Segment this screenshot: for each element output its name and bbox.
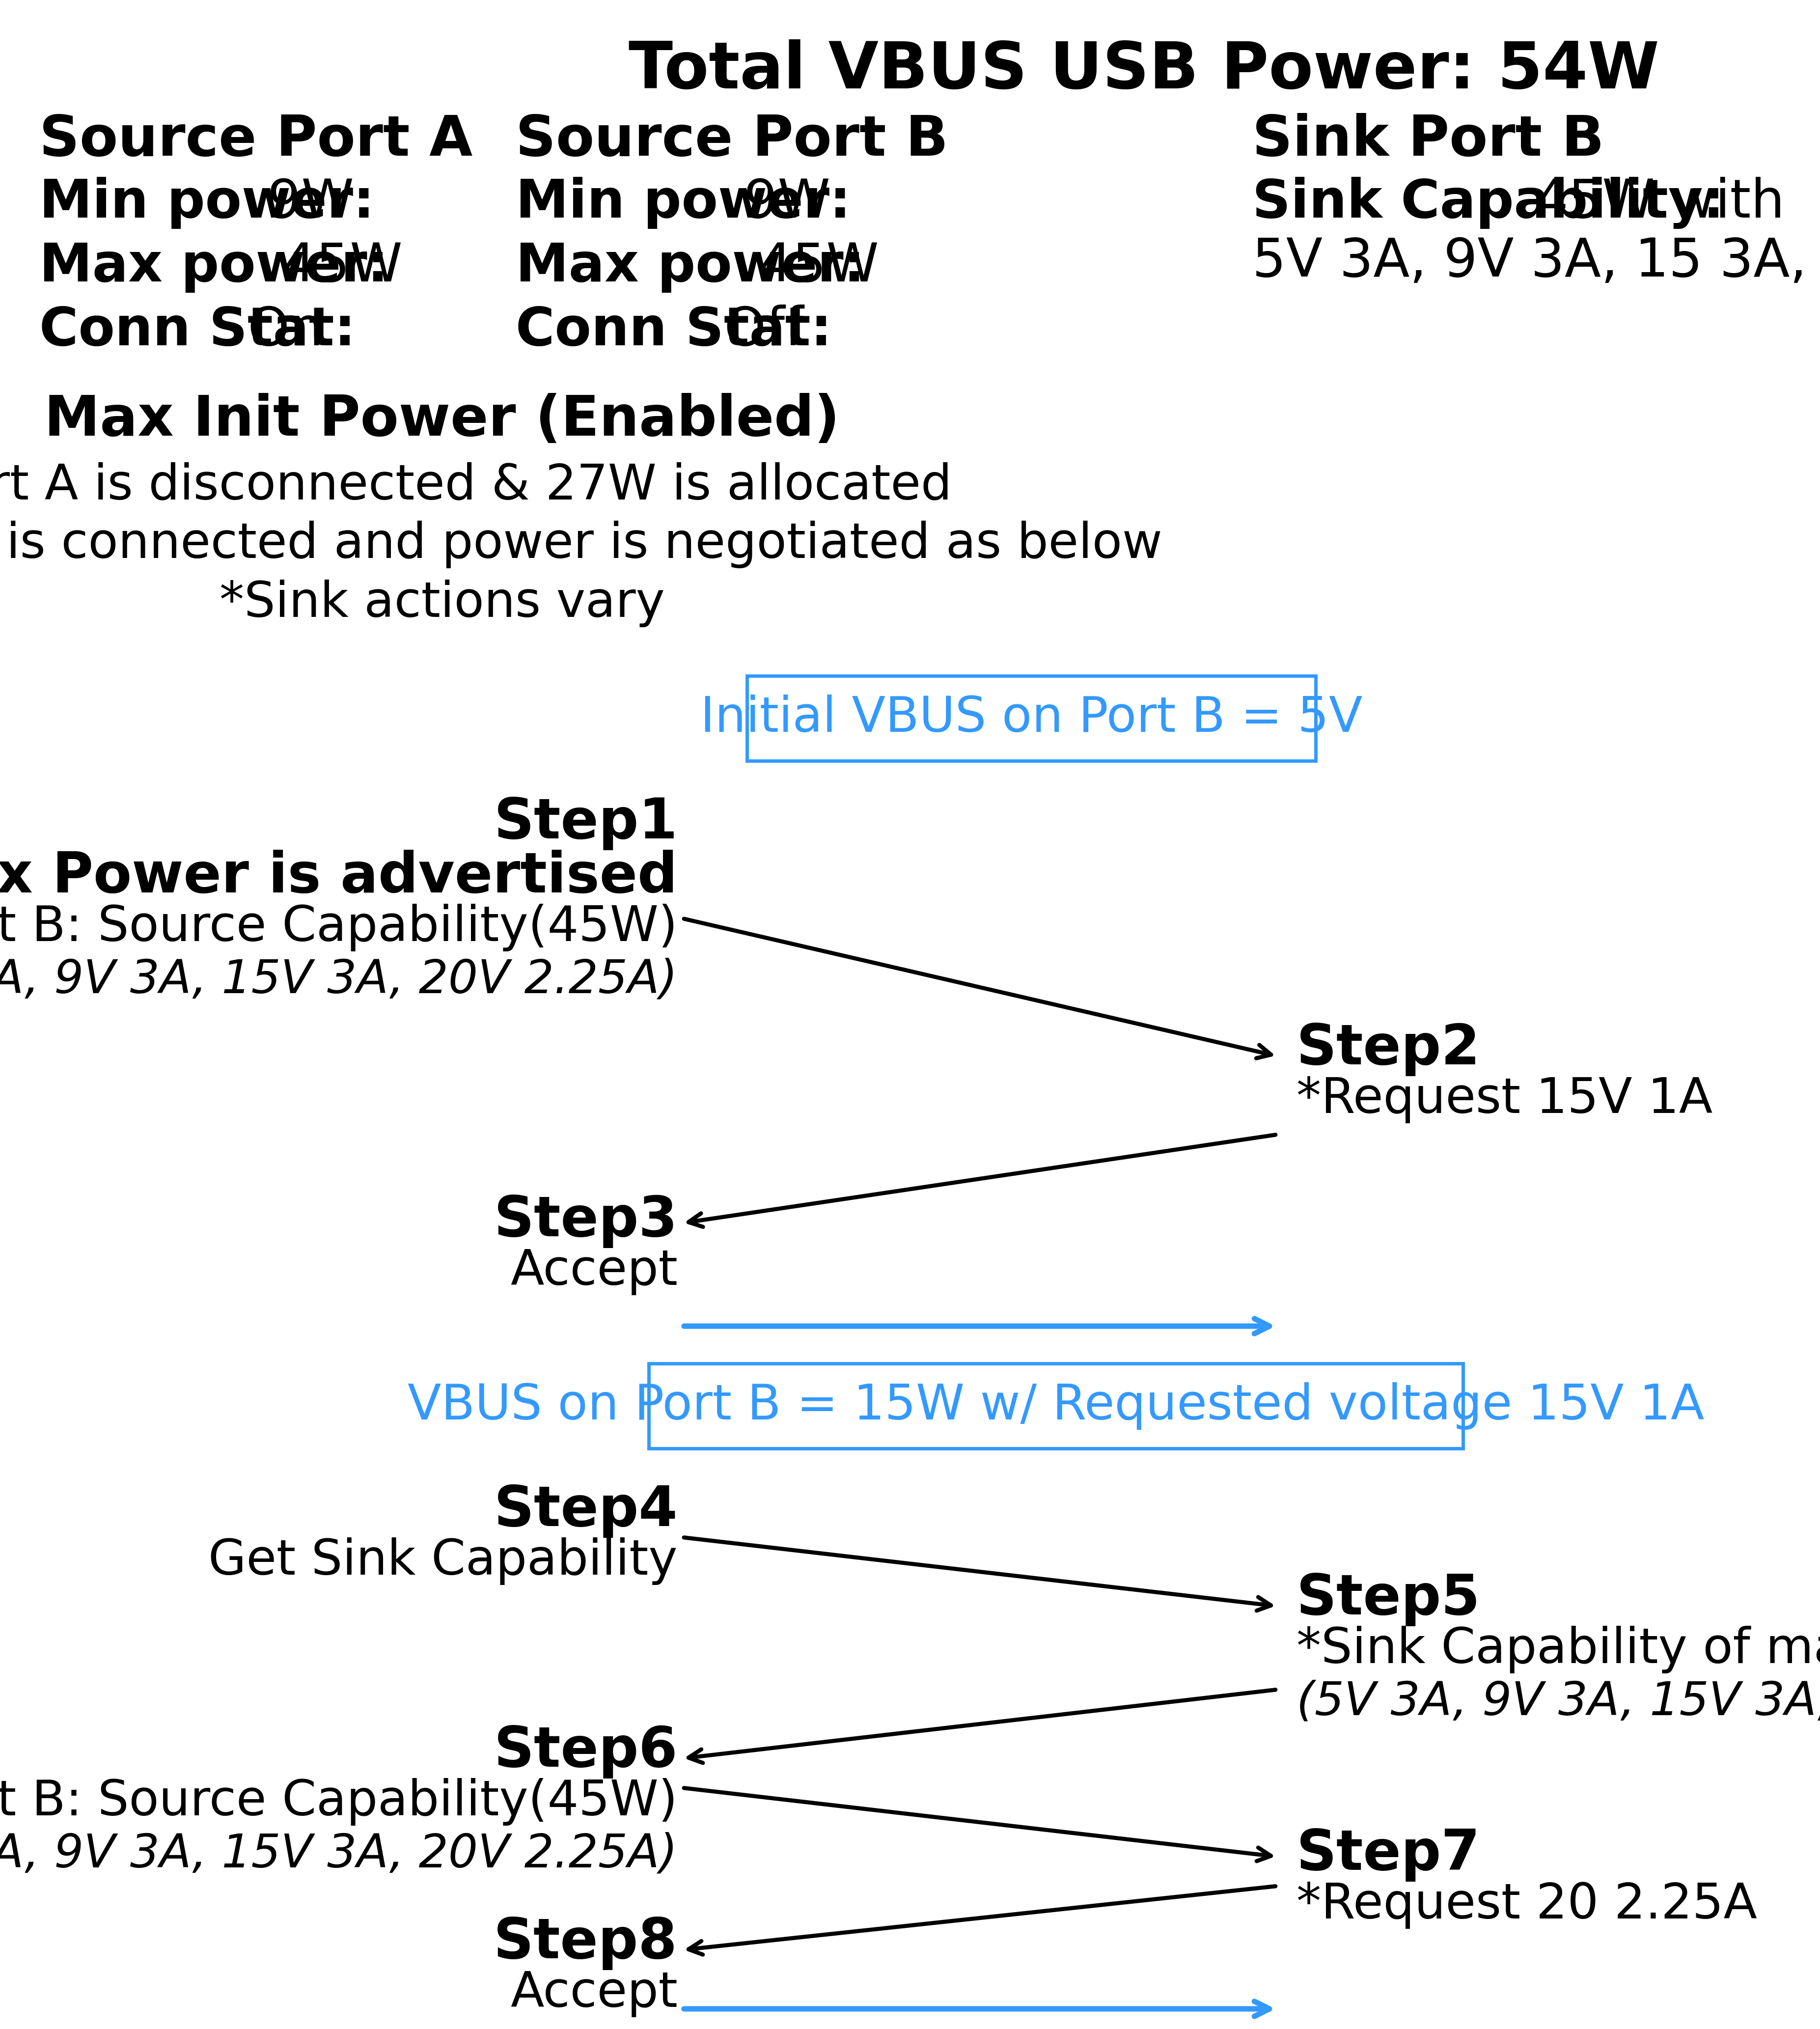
Text: *Sink Capability of max 45W: *Sink Capability of max 45W — [1296, 1625, 1820, 1674]
Text: *Request 15V 1A: *Request 15V 1A — [1296, 1075, 1713, 1124]
Text: Max Init Power (Enabled): Max Init Power (Enabled) — [44, 394, 839, 448]
Text: Initial VBUS on Port B = 5V: Initial VBUS on Port B = 5V — [701, 694, 1363, 743]
FancyBboxPatch shape — [648, 1363, 1463, 1449]
Text: Port Max Power is advertised: Port Max Power is advertised — [0, 850, 677, 905]
Text: Step3: Step3 — [493, 1193, 677, 1248]
FancyBboxPatch shape — [746, 676, 1316, 761]
Text: Total VBUS USB Power: 54W: Total VBUS USB Power: 54W — [628, 39, 1660, 101]
Text: Port B: Source Capability(45W): Port B: Source Capability(45W) — [0, 1777, 677, 1826]
Text: Max power:: Max power: — [40, 241, 388, 292]
Text: Accept: Accept — [510, 1248, 677, 1295]
Text: 5V 3A, 9V 3A, 15 3A, 20V 2.25A: 5V 3A, 9V 3A, 15 3A, 20V 2.25A — [1252, 235, 1820, 288]
Text: Sink Port B: Sink Port B — [1252, 114, 1603, 168]
Text: VBUS on Port B = 15W w/ Requested voltage 15V 1A: VBUS on Port B = 15W w/ Requested voltag… — [408, 1382, 1704, 1430]
Text: Step2: Step2 — [1296, 1023, 1480, 1075]
Text: Source Port A: Source Port A — [40, 114, 473, 168]
Text: Port A is disconnected & 27W is allocated: Port A is disconnected & 27W is allocate… — [0, 463, 952, 509]
Text: Now Port B is connected and power is negotiated as below: Now Port B is connected and power is neg… — [0, 521, 1163, 568]
Text: 9W: 9W — [251, 177, 353, 229]
Text: Step4: Step4 — [493, 1483, 677, 1538]
Text: *Sink actions vary: *Sink actions vary — [220, 580, 664, 627]
Text: 45W: 45W — [266, 241, 402, 292]
Text: 45W: 45W — [741, 241, 879, 292]
Text: Conn Stat:: Conn Stat: — [40, 304, 355, 357]
Text: 9W: 9W — [726, 177, 830, 229]
Text: Sink Capability:: Sink Capability: — [1252, 177, 1724, 229]
Text: Step8: Step8 — [493, 1915, 677, 1970]
Text: 45W with: 45W with — [1518, 177, 1785, 229]
Text: Min power:: Min power: — [515, 177, 850, 229]
Text: Min power:: Min power: — [40, 177, 375, 229]
Text: (5V 3A, 9V 3A, 15V 3A, 20V 2.25A): (5V 3A, 9V 3A, 15V 3A, 20V 2.25A) — [0, 958, 677, 1002]
Text: Max power:: Max power: — [515, 241, 864, 292]
Text: Port B: Source Capability(45W): Port B: Source Capability(45W) — [0, 903, 677, 952]
Text: Off: Off — [708, 304, 804, 357]
Text: (5V 3A, 9V 3A, 15V 3A, 20V 2.25A): (5V 3A, 9V 3A, 15V 3A, 20V 2.25A) — [1296, 1680, 1820, 1725]
Text: Step1: Step1 — [493, 795, 677, 850]
Text: Step7: Step7 — [1296, 1828, 1480, 1881]
Text: Source Port B: Source Port B — [515, 114, 948, 168]
Text: Step6: Step6 — [493, 1725, 677, 1779]
Text: Step5: Step5 — [1296, 1572, 1480, 1627]
Text: Accept: Accept — [510, 1970, 677, 2017]
Text: Get Sink Capability: Get Sink Capability — [209, 1538, 677, 1585]
Text: *Request 20 2.25A: *Request 20 2.25A — [1296, 1881, 1756, 1930]
Text: On: On — [231, 304, 324, 357]
Text: (5V 3A, 9V 3A, 15V 3A, 20V 2.25A): (5V 3A, 9V 3A, 15V 3A, 20V 2.25A) — [0, 1832, 677, 1877]
Text: Conn Stat:: Conn Stat: — [515, 304, 832, 357]
